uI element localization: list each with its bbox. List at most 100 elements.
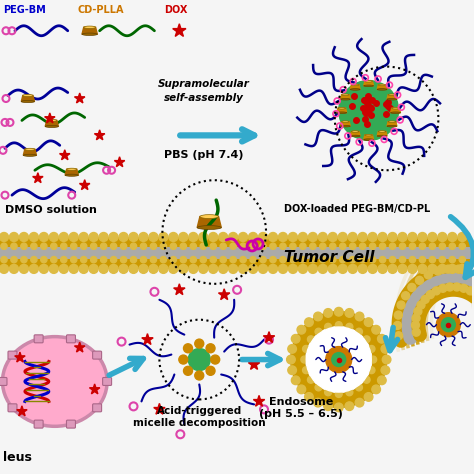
Circle shape bbox=[99, 264, 108, 273]
Circle shape bbox=[240, 256, 246, 263]
Circle shape bbox=[449, 243, 456, 249]
Circle shape bbox=[130, 256, 137, 263]
Circle shape bbox=[280, 256, 286, 263]
Polygon shape bbox=[80, 180, 90, 190]
Circle shape bbox=[248, 233, 257, 241]
Circle shape bbox=[109, 233, 118, 241]
Circle shape bbox=[200, 243, 206, 249]
Circle shape bbox=[319, 243, 326, 249]
Circle shape bbox=[0, 264, 9, 273]
Circle shape bbox=[91, 243, 97, 249]
Ellipse shape bbox=[364, 85, 374, 87]
Ellipse shape bbox=[45, 125, 58, 128]
Circle shape bbox=[120, 256, 127, 263]
Circle shape bbox=[195, 371, 204, 380]
Ellipse shape bbox=[340, 99, 350, 100]
Circle shape bbox=[378, 264, 387, 273]
Text: leus: leus bbox=[3, 451, 32, 464]
Circle shape bbox=[377, 376, 386, 384]
Circle shape bbox=[319, 256, 326, 263]
Ellipse shape bbox=[378, 131, 386, 132]
Circle shape bbox=[268, 264, 277, 273]
Circle shape bbox=[129, 264, 138, 273]
Polygon shape bbox=[264, 332, 275, 343]
Circle shape bbox=[1, 256, 7, 263]
Circle shape bbox=[398, 233, 407, 241]
Circle shape bbox=[149, 264, 158, 273]
Ellipse shape bbox=[391, 112, 401, 113]
Circle shape bbox=[309, 233, 317, 241]
Circle shape bbox=[69, 233, 78, 241]
Text: Acid-triggered
micelle decomposition: Acid-triggered micelle decomposition bbox=[133, 406, 265, 428]
Circle shape bbox=[179, 355, 188, 364]
Circle shape bbox=[429, 256, 436, 263]
Polygon shape bbox=[33, 173, 43, 182]
Circle shape bbox=[228, 264, 237, 273]
Circle shape bbox=[79, 264, 88, 273]
Circle shape bbox=[270, 256, 276, 263]
Polygon shape bbox=[340, 95, 350, 99]
Circle shape bbox=[258, 264, 267, 273]
Ellipse shape bbox=[65, 174, 78, 176]
Text: DOX: DOX bbox=[164, 5, 188, 15]
Circle shape bbox=[459, 256, 465, 263]
Circle shape bbox=[159, 233, 168, 241]
Polygon shape bbox=[350, 85, 360, 90]
Polygon shape bbox=[60, 150, 70, 160]
Ellipse shape bbox=[67, 168, 77, 170]
Circle shape bbox=[419, 243, 426, 249]
Circle shape bbox=[329, 256, 336, 263]
Circle shape bbox=[441, 318, 456, 332]
Circle shape bbox=[455, 265, 463, 273]
FancyBboxPatch shape bbox=[34, 335, 43, 343]
Circle shape bbox=[356, 328, 363, 335]
Ellipse shape bbox=[47, 119, 57, 121]
Text: PEG-BM: PEG-BM bbox=[3, 5, 46, 15]
Circle shape bbox=[159, 264, 168, 273]
Text: DMSO solution: DMSO solution bbox=[5, 205, 97, 215]
Polygon shape bbox=[90, 384, 100, 394]
Circle shape bbox=[248, 264, 257, 273]
Circle shape bbox=[210, 256, 216, 263]
Circle shape bbox=[238, 264, 247, 273]
Circle shape bbox=[363, 376, 370, 383]
Circle shape bbox=[195, 339, 204, 348]
Circle shape bbox=[169, 264, 178, 273]
Ellipse shape bbox=[84, 26, 96, 28]
Circle shape bbox=[335, 403, 343, 412]
Circle shape bbox=[364, 392, 373, 401]
Circle shape bbox=[416, 276, 423, 284]
Circle shape bbox=[438, 264, 447, 273]
Ellipse shape bbox=[82, 33, 97, 36]
Text: Endosome
(pH 5.5 – 6.5): Endosome (pH 5.5 – 6.5) bbox=[259, 397, 343, 419]
Circle shape bbox=[31, 256, 37, 263]
Ellipse shape bbox=[197, 226, 221, 229]
Circle shape bbox=[310, 256, 316, 263]
Circle shape bbox=[110, 256, 117, 263]
Polygon shape bbox=[350, 131, 360, 136]
Polygon shape bbox=[377, 85, 387, 90]
Circle shape bbox=[289, 264, 297, 273]
Circle shape bbox=[183, 366, 192, 375]
Circle shape bbox=[305, 318, 313, 327]
Circle shape bbox=[370, 356, 377, 363]
Circle shape bbox=[279, 264, 287, 273]
Circle shape bbox=[150, 256, 156, 263]
Circle shape bbox=[91, 256, 97, 263]
Polygon shape bbox=[377, 131, 387, 136]
Circle shape bbox=[110, 243, 117, 249]
Circle shape bbox=[29, 264, 38, 273]
Circle shape bbox=[458, 264, 467, 273]
Circle shape bbox=[408, 233, 417, 241]
Circle shape bbox=[325, 389, 331, 396]
Circle shape bbox=[179, 264, 188, 273]
Circle shape bbox=[100, 243, 107, 249]
Circle shape bbox=[308, 336, 314, 343]
Circle shape bbox=[209, 264, 218, 273]
Ellipse shape bbox=[387, 99, 397, 100]
Circle shape bbox=[240, 243, 246, 249]
Circle shape bbox=[292, 335, 300, 343]
FancyBboxPatch shape bbox=[34, 420, 43, 428]
Circle shape bbox=[381, 366, 390, 374]
Circle shape bbox=[397, 301, 405, 309]
